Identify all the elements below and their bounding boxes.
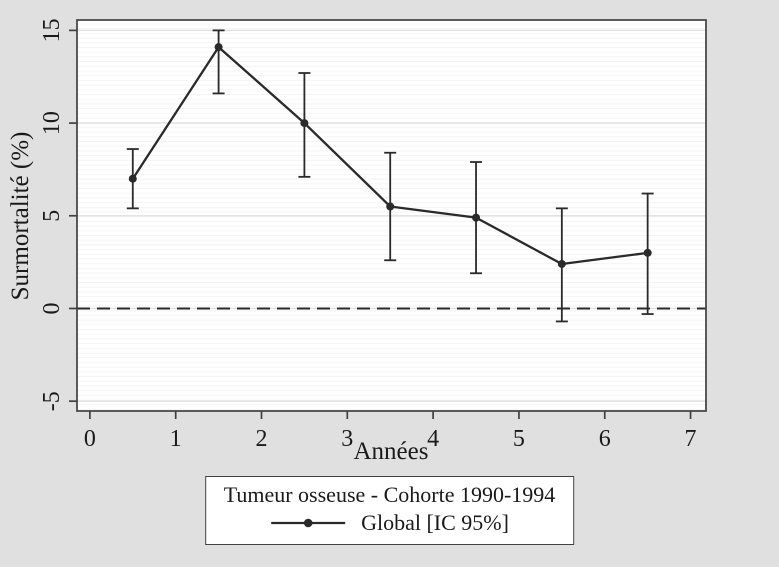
legend-title: Tumeur osseuse - Cohorte 1990-1994 xyxy=(223,482,556,507)
data-point-marker xyxy=(472,213,481,222)
legend-entry-label: Global [IC 95%] xyxy=(361,510,509,535)
x-tick-label: 5 xyxy=(513,426,525,452)
x-tick-label: 6 xyxy=(599,426,611,452)
x-tick-label: 4 xyxy=(427,426,439,452)
data-point-marker xyxy=(386,202,395,211)
y-tick-label: 0 xyxy=(39,303,65,315)
data-markers xyxy=(128,43,652,268)
y-axis-title: Surmortalité (%) xyxy=(7,132,34,301)
y-tick-label: 10 xyxy=(39,111,65,135)
x-tick-label: 1 xyxy=(170,426,182,452)
data-point-marker xyxy=(300,119,309,128)
x-tick-label: 2 xyxy=(255,426,267,452)
y-tick-label: 15 xyxy=(39,18,65,42)
x-tick-label: 7 xyxy=(685,426,697,452)
x-axis: 0 1 2 3 4 5 6 7 xyxy=(84,411,697,452)
data-point-marker xyxy=(214,43,223,52)
legend-entry: Global [IC 95%] xyxy=(224,509,556,537)
y-tick-label: 5 xyxy=(39,210,65,222)
data-point-marker xyxy=(643,248,652,257)
y-axis: -5 0 5 10 15 xyxy=(39,18,77,411)
y-tick-label: -5 xyxy=(39,391,65,411)
x-tick-label: 0 xyxy=(84,426,96,452)
data-point-marker xyxy=(557,259,566,268)
legend-marker-icon xyxy=(271,518,346,528)
x-tick-label: 3 xyxy=(341,426,353,452)
data-point-marker xyxy=(128,174,137,183)
x-axis-title: Années xyxy=(354,438,429,465)
legend: Tumeur osseuse - Cohorte 1990-1994 Globa… xyxy=(204,476,575,545)
